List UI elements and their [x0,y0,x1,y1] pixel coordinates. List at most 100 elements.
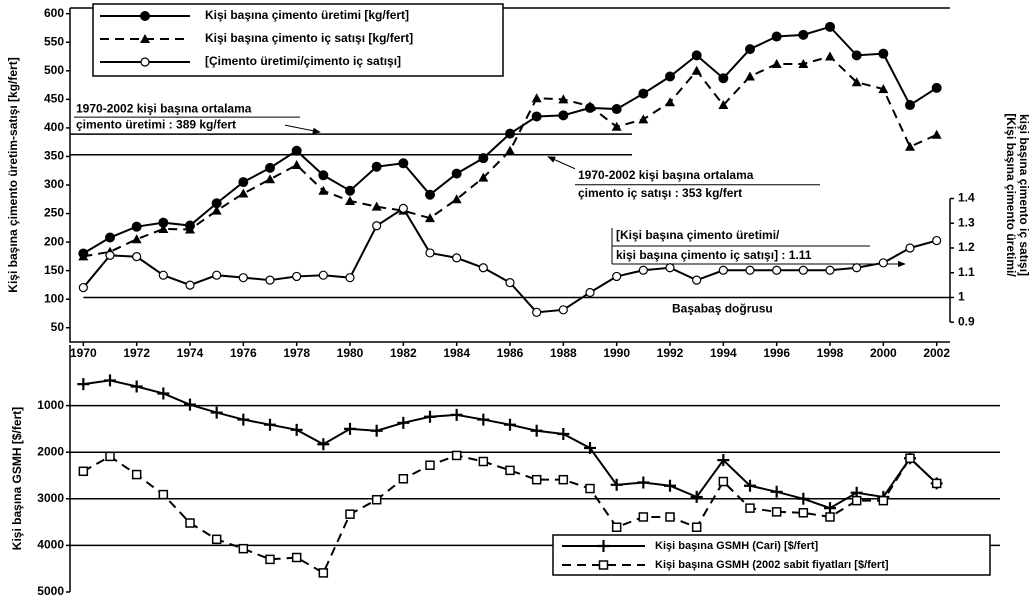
marker [745,503,755,513]
marker [477,413,490,426]
marker [344,422,356,435]
marker [665,71,675,82]
x-tick-label: 1992 [657,346,684,360]
marker [505,278,515,288]
marker [131,469,142,480]
marker [692,275,702,285]
marker [558,94,569,104]
annotation: Başabaş doğrusu [672,302,773,316]
x-tick-label: 1970 [70,346,97,360]
y-tick-label: 550 [44,34,64,48]
marker [265,162,275,173]
marker [397,416,410,429]
marker [185,280,195,290]
y-tick-label: 250 [44,206,64,220]
marker [610,478,623,491]
y-tick-label: 300 [44,177,64,191]
legend-marker [597,540,610,552]
marker [771,58,782,68]
marker [585,287,595,298]
legend-label: [Çimento üretimi/çimento iç satışı] [205,54,401,68]
marker [932,235,942,246]
x-tick-label: 1982 [390,346,417,360]
marker [372,221,382,231]
marker [531,111,542,122]
y-tick-label: 400 [44,120,64,134]
legend-label: Kişi başına GSMH (2002 sabit fiyatları [… [655,559,889,571]
marker [211,534,222,545]
marker [451,450,462,461]
x-tick-label: 2000 [870,346,897,360]
y-tick-label: 350 [44,149,64,163]
marker [78,251,89,261]
marker [131,234,142,244]
marker [132,252,142,262]
marker [905,100,915,111]
marker [931,82,942,93]
marker [505,145,515,155]
marker [504,418,516,431]
marker [558,110,569,121]
marker [371,494,382,505]
y2-tick-label: 0.9 [958,314,975,328]
marker [851,495,862,506]
marker [78,282,88,293]
y-tick-label: 450 [44,92,64,106]
marker [345,273,355,283]
marker [398,203,408,213]
x-tick-label: 1972 [123,346,150,360]
marker [105,232,115,243]
marker [398,474,409,484]
annotation: kişi başına çimento iç satışı] : 1.11 [616,248,812,262]
marker [530,424,543,437]
marker [212,270,222,280]
annotation: 1970-2002 kişi başına ortalama [76,101,252,115]
marker [638,114,649,124]
legend-marker [140,34,150,43]
x-tick-label: 1994 [710,346,737,360]
marker [185,518,195,528]
marker [664,479,676,492]
marker [425,248,435,258]
marker [772,265,782,275]
marker [584,441,596,454]
y-tick-label: 500 [44,63,64,77]
marker [905,243,915,253]
legend-marker [140,11,150,21]
series-line [83,379,938,510]
marker [424,410,436,423]
marker [238,543,249,554]
marker [371,161,382,172]
marker [638,512,649,522]
marker [612,271,622,282]
marker [318,170,329,181]
marker [291,552,302,563]
marker [158,270,168,280]
marker [398,158,409,169]
marker [718,73,729,84]
marker [531,93,542,103]
marker [771,31,782,42]
marker [745,71,755,81]
marker [210,406,223,419]
annotation-arrow [547,156,576,170]
marker [451,194,462,204]
y-tick-label: 2000 [37,444,64,458]
marker [345,195,355,205]
marker [158,217,169,228]
marker [585,483,595,494]
marker [931,478,942,489]
y2-tick-label: 1.1 [958,265,975,279]
marker [798,29,809,40]
marker [931,129,942,139]
y-tick-label: 1000 [37,398,64,412]
marker [798,265,808,275]
marker [131,221,142,232]
marker [238,273,248,283]
annotation-arrow [284,124,321,134]
marker [824,502,836,515]
marker [744,479,756,492]
y-tick-label: 600 [44,6,64,20]
marker [158,489,169,500]
